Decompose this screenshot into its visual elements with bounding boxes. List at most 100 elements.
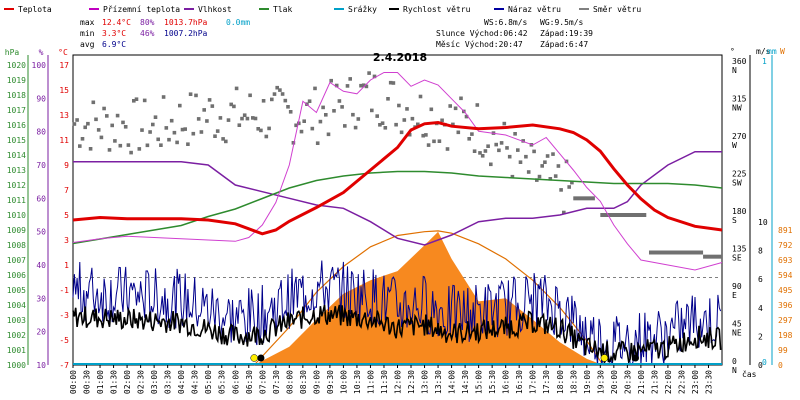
- wind-direction-point: [532, 149, 536, 154]
- wind-direction-point: [310, 126, 315, 131]
- wind-direction-point: [502, 121, 507, 126]
- wind-direction-point: [132, 99, 136, 103]
- x-tick-label: 21:00: [637, 370, 646, 394]
- x-tick-label: 18:00: [556, 370, 565, 394]
- axis-dir-tick: 270: [732, 132, 747, 141]
- wind-direction-point: [351, 112, 355, 117]
- humidity-line: [73, 150, 722, 246]
- wind-direction-point: [202, 108, 206, 112]
- axis-hpa-tick: 1008: [7, 241, 26, 250]
- axis-w-tick: 0: [778, 361, 783, 370]
- info-moonrise: Měsíc Východ:20:47: [436, 40, 523, 49]
- x-tick-label: 11:30: [380, 370, 389, 394]
- wind-direction-point: [207, 98, 212, 102]
- wind-direction-point: [129, 150, 133, 155]
- x-tick-label: 16:30: [515, 370, 524, 394]
- wind-speed-line: [72, 304, 722, 366]
- wind-direction-point: [334, 83, 339, 88]
- x-tick-label: 15:00: [475, 370, 484, 394]
- axis-ms-tick: 2: [758, 332, 763, 341]
- axis-dir-name: SE: [732, 254, 742, 263]
- axis-temp-tick: 3: [64, 236, 69, 245]
- wind-direction-bar: [600, 213, 647, 217]
- x-tick-label: 09:00: [312, 370, 321, 394]
- stats-panel: max 12.4°C 80% 1013.7hPa 0.0mm min 3.3°C…: [80, 18, 250, 49]
- wind-direction-point: [343, 124, 347, 128]
- axis-dir-tick: 135: [732, 245, 747, 254]
- axis-hpa-tick: 1013: [7, 166, 26, 175]
- wind-direction-point: [297, 121, 301, 126]
- wind-direction-point: [324, 113, 328, 117]
- wind-direction-point: [105, 114, 109, 118]
- wind-direction-point: [240, 116, 244, 121]
- wind-direction-point: [551, 152, 555, 156]
- wind-direction-point: [80, 137, 85, 141]
- stats-min-label: min: [80, 29, 95, 38]
- wind-direction-point: [437, 139, 442, 143]
- wind-direction-point: [175, 140, 179, 145]
- wind-direction-point: [164, 126, 169, 130]
- axis-dir-name: E: [732, 291, 737, 300]
- wind-direction-point: [407, 132, 412, 137]
- x-tick-label: 01:00: [96, 370, 105, 394]
- x-axis-label: čas: [742, 369, 757, 379]
- wind-direction-point: [86, 121, 90, 126]
- plot-area: [72, 71, 723, 366]
- wind-direction-point: [94, 117, 98, 122]
- axis-hpa-tick: 1014: [7, 151, 26, 160]
- x-tick-label: 17:00: [529, 370, 538, 394]
- wind-direction-point: [472, 149, 477, 153]
- legend-label: Přízemní teplota: [103, 5, 180, 14]
- legend-label: Náraz větru: [508, 5, 561, 14]
- wind-direction-point: [321, 105, 325, 110]
- wind-direction-point: [526, 170, 531, 174]
- x-tick-label: 21:30: [650, 370, 659, 394]
- wind-direction-point: [467, 137, 471, 141]
- axis-hpa-tick: 1020: [7, 61, 26, 70]
- wind-direction-point: [489, 162, 493, 167]
- wind-direction-point: [383, 126, 388, 130]
- wind-direction-point: [242, 113, 247, 117]
- axis-hpa-tick: 1017: [7, 106, 26, 115]
- axis-hpa-tick: 1005: [7, 286, 26, 295]
- wind-direction-point: [215, 129, 220, 133]
- wind-direction-point: [83, 125, 87, 130]
- wind-direction-point: [102, 106, 106, 111]
- wind-direction-point: [478, 151, 482, 155]
- wind-direction-point: [156, 137, 160, 142]
- x-tick-label: 13:30: [434, 370, 443, 394]
- axis-w-tick: 198: [778, 331, 793, 340]
- wind-direction-point: [180, 127, 185, 132]
- axis-dir-tick: 360: [732, 57, 747, 66]
- stats-max-rain: 0.0mm: [226, 18, 250, 27]
- axis-ms-unit: m/s: [756, 47, 771, 56]
- wind-direction-point: [137, 147, 142, 151]
- axis-dir-tick: 45: [732, 320, 742, 329]
- axis-dir-tick: 315: [732, 95, 747, 104]
- x-tick-label: 07:30: [272, 370, 281, 394]
- legend-label: Teplota: [18, 5, 52, 14]
- wind-direction-point: [556, 164, 561, 168]
- axis-w-tick: 99: [778, 346, 788, 355]
- wind-direction-point: [218, 116, 223, 120]
- wind-direction-point: [140, 128, 144, 132]
- axis-temp-tick: 5: [64, 211, 69, 220]
- wind-direction-point: [451, 122, 455, 127]
- axis-dir-name: N: [732, 366, 737, 375]
- pressure-line: [72, 170, 723, 245]
- wind-direction-point: [248, 93, 252, 98]
- wind-direction-point: [402, 118, 407, 122]
- axis-hpa-tick: 1009: [7, 226, 26, 235]
- wind-direction-point: [507, 154, 512, 159]
- axis-temp-tick: 17: [59, 61, 69, 70]
- axis-dir-tick: 90: [732, 282, 742, 291]
- wind-direction-point: [267, 126, 271, 131]
- axis-w-tick: 396: [778, 301, 793, 310]
- wind-direction-point: [361, 83, 366, 87]
- x-tick-label: 09:30: [326, 370, 335, 394]
- wind-direction-point: [391, 81, 396, 85]
- axis-ms-tick: 4: [758, 304, 763, 313]
- wind-direction-point: [367, 71, 371, 75]
- stats-avg-temp: 6.9°C: [102, 40, 126, 49]
- axis-w-tick: 297: [778, 316, 793, 325]
